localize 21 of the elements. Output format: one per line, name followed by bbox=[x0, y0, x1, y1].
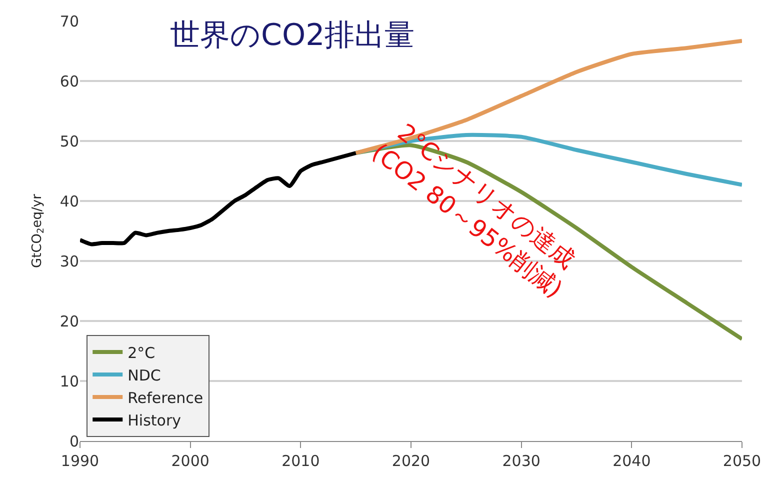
legend-label: History bbox=[128, 411, 182, 430]
legend-label: NDC bbox=[128, 366, 161, 384]
y-tick-label: 0 bbox=[69, 432, 79, 450]
x-tick-label: 2050 bbox=[722, 452, 762, 470]
legend-label: Reference bbox=[128, 388, 204, 407]
x-tick-label: 1990 bbox=[60, 452, 100, 470]
y-tick-label: 20 bbox=[60, 312, 79, 330]
line-series bbox=[80, 151, 358, 246]
x-tick-label: 2030 bbox=[502, 452, 540, 470]
y-tick-label: 30 bbox=[60, 252, 79, 270]
x-tick-label: 2020 bbox=[392, 452, 430, 470]
x-tick-label: 2000 bbox=[171, 452, 210, 470]
x-tick-label: 2040 bbox=[612, 452, 651, 470]
chart-title: 世界のCO2排出量 bbox=[170, 18, 415, 54]
legend-label: 2°C bbox=[128, 344, 156, 362]
y-tick-label: 10 bbox=[60, 372, 79, 390]
y-tick-label: 50 bbox=[60, 132, 79, 150]
y-tick-label: 40 bbox=[60, 192, 79, 210]
x-tick-label: 2010 bbox=[282, 452, 320, 470]
y-tick-label: 60 bbox=[60, 72, 79, 90]
y-tick-label: 70 bbox=[60, 12, 79, 30]
